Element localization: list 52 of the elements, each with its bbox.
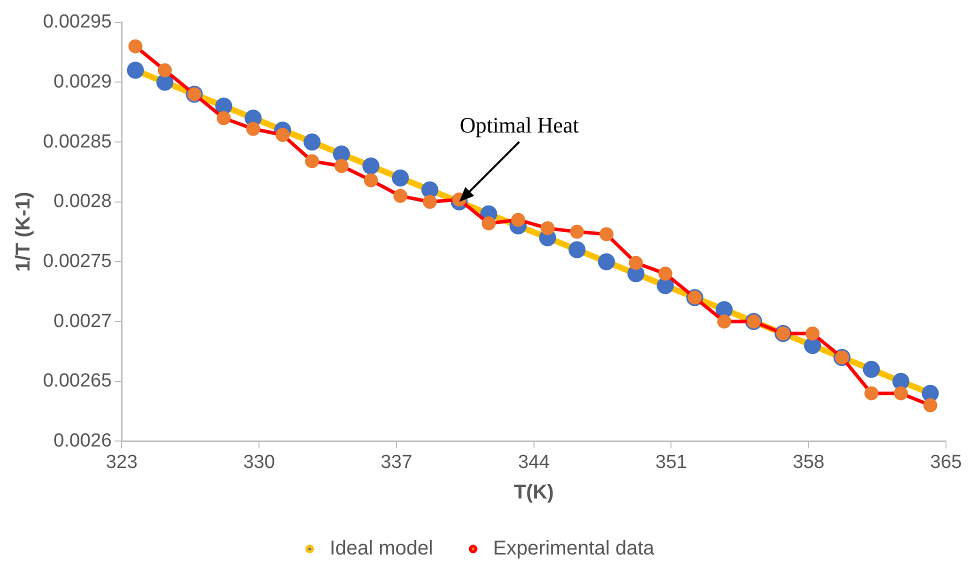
point	[658, 266, 672, 281]
legend-label: Experimental data	[493, 538, 656, 560]
point	[216, 111, 231, 126]
x-tick-label: 351	[655, 452, 688, 473]
legend-label: Ideal model	[330, 538, 434, 560]
point	[862, 360, 880, 378]
annotation: Optimal Heat	[460, 112, 579, 138]
point	[599, 227, 614, 242]
point	[570, 224, 584, 239]
point	[304, 134, 321, 151]
y-tick-label: 0.0029	[54, 71, 112, 92]
point	[598, 253, 615, 270]
y-tick-label: 0.0026	[54, 430, 112, 452]
point	[806, 326, 820, 341]
point	[333, 146, 350, 163]
point	[717, 314, 732, 329]
x-tick-label: 365	[930, 452, 962, 473]
point	[158, 63, 172, 78]
y-tick-label: 0.0028	[54, 191, 112, 212]
point	[511, 212, 526, 227]
y-tick-label: 0.0027	[54, 310, 112, 332]
point	[128, 39, 142, 54]
point	[126, 62, 144, 79]
point	[421, 181, 438, 198]
point	[864, 386, 878, 400]
point	[923, 398, 938, 412]
point	[892, 372, 910, 390]
y-tick-label: 0.00295	[42, 12, 112, 33]
x-tick-label: 337	[380, 452, 412, 473]
y-tick-label: 0.00265	[42, 370, 112, 392]
point	[334, 158, 348, 173]
point	[392, 169, 409, 186]
point	[276, 128, 290, 142]
x-tick-label: 358	[792, 452, 824, 473]
point	[482, 216, 496, 230]
point	[540, 221, 555, 236]
y-axis-title: 1/T (K-1)	[12, 192, 35, 272]
point	[362, 157, 380, 174]
point	[364, 173, 378, 188]
y-tick-label: 0.00285	[42, 131, 112, 152]
point	[305, 154, 320, 168]
x-axis-title: T(K)	[514, 482, 554, 504]
x-tick-label: 344	[518, 452, 550, 473]
point	[246, 122, 260, 136]
point	[393, 188, 408, 203]
point	[422, 194, 437, 209]
y-tick-label: 0.00275	[42, 250, 112, 272]
x-tick-label: 330	[243, 452, 275, 473]
point	[894, 386, 908, 400]
x-tick-label: 323	[106, 452, 138, 473]
point	[628, 256, 643, 270]
point	[568, 241, 586, 258]
